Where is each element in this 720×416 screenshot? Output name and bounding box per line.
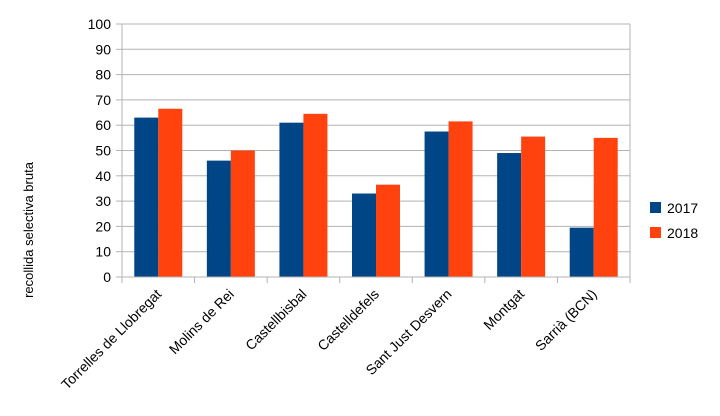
bar-2018-6 [593, 137, 618, 277]
y-tick-label: 100 [88, 16, 112, 32]
bar-2017-3 [352, 193, 376, 277]
bars [134, 108, 618, 277]
y-tick-label: 20 [95, 218, 111, 234]
y-axis-ticks: 0 10 20 30 40 50 60 70 80 90 100 [88, 16, 122, 285]
x-tick-label: Montgat [480, 286, 527, 333]
x-tick-label: Torrelles de Llobregat [58, 286, 165, 393]
bar-2017-5 [497, 153, 522, 277]
y-tick-label: 50 [95, 143, 111, 159]
x-tick-label: Sarrià (BCN) [532, 286, 600, 354]
bar-2018-1 [230, 150, 255, 277]
x-axis-ticks: Torrelles de Llobregat Molins de Rei Caste… [58, 277, 631, 393]
x-tick-label: Castellbisbal [242, 286, 309, 353]
bar-2017-6 [569, 227, 594, 277]
y-tick-label: 90 [95, 41, 111, 57]
bar-2017-4 [424, 131, 449, 277]
y-tick-label: 30 [95, 193, 111, 209]
bar-2018-4 [448, 121, 473, 277]
legend: 2017 2018 [650, 200, 698, 241]
grid-lines [122, 23, 630, 278]
y-tick-label: 0 [103, 269, 111, 285]
x-tick-label: Molins de Rei [166, 286, 237, 357]
y-tick-label: 70 [95, 92, 111, 108]
x-tick-label: Castelldefels [314, 286, 382, 354]
y-tick-label: 60 [95, 117, 111, 133]
y-tick-label: 40 [95, 168, 111, 184]
bar-2018-3 [376, 184, 400, 277]
y-tick-label: 80 [95, 67, 111, 83]
bar-2018-5 [521, 136, 546, 277]
axes [121, 24, 631, 278]
bar-2017-0 [134, 117, 159, 277]
bar-2018-2 [303, 113, 328, 277]
bar-2018-0 [158, 108, 183, 277]
legend-label: 2018 [667, 225, 698, 241]
bar-2017-1 [206, 160, 231, 277]
legend-swatch-2017 [650, 202, 661, 213]
legend-label: 2017 [667, 200, 698, 216]
legend-swatch-2018 [650, 227, 661, 238]
y-tick-label: 10 [95, 244, 111, 260]
y-axis-label: recollida selectiva bruta [21, 161, 36, 298]
bar-2017-2 [279, 122, 304, 277]
